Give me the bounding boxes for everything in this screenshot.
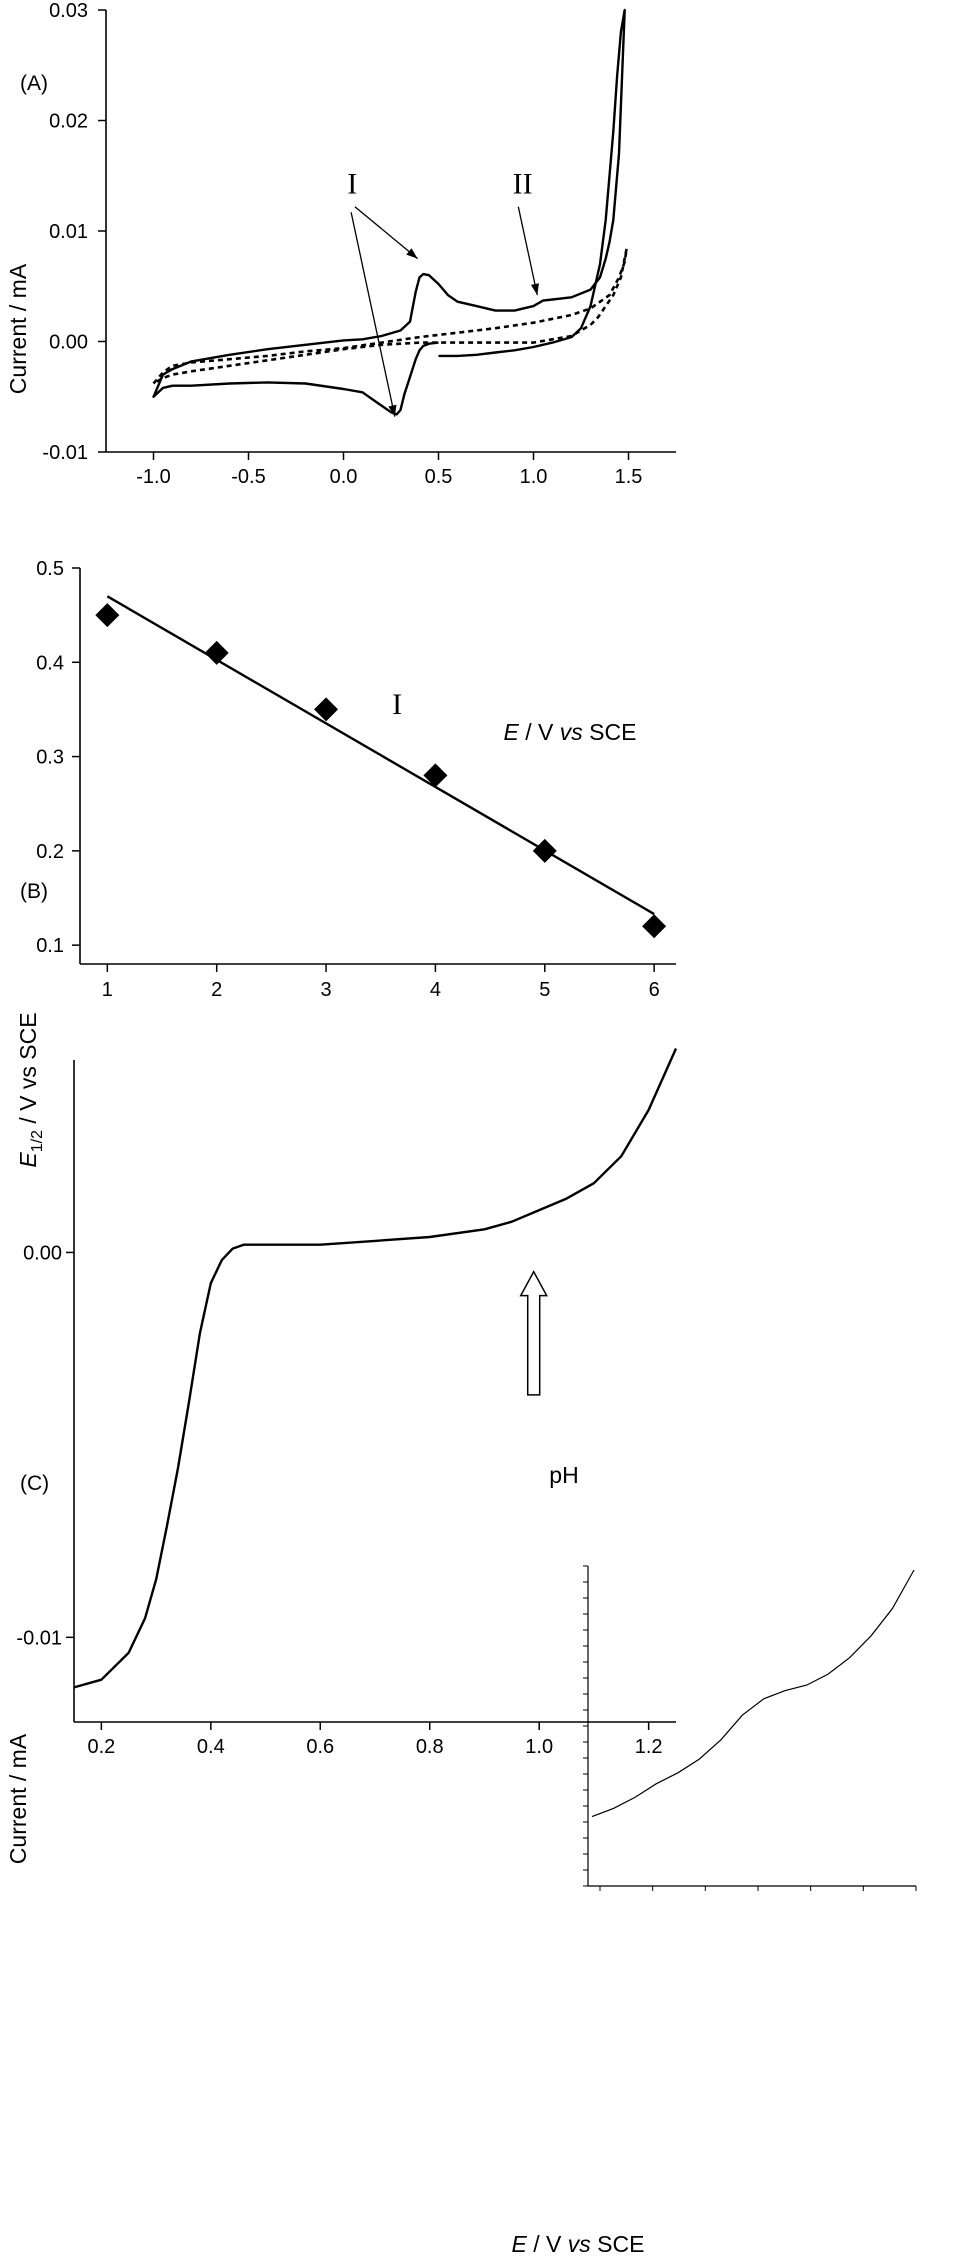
panel-c-inset <box>583 1565 917 1891</box>
x-tick-label: -1.0 <box>136 466 170 488</box>
panel-c-ylabel: Current / mA <box>5 1733 31 1864</box>
y-tick-label: 0.5 <box>36 558 64 580</box>
x-tick-label: 4 <box>430 979 441 1001</box>
panel-a: (A) -1.0 -0.5 0.0 0.5 1.0 1.5 -0.01 0.00 0.01 0.0… <box>5 0 676 745</box>
panel-a-ticks: -1.0 -0.5 0.0 0.5 1.0 1.5 -0.01 0.00 0.01 0.02 0.0… <box>42 0 642 488</box>
x-tick-label: 5 <box>539 979 550 1001</box>
y-tick-label: 0.02 <box>49 111 88 133</box>
panel-c-label: (C) <box>20 1472 49 1495</box>
data-point-diamond <box>314 697 339 722</box>
x-tick-label: 1.5 <box>615 466 643 488</box>
annotation-arrow <box>354 206 419 260</box>
x-tick-label: 0.6 <box>306 1736 334 1758</box>
annotation-arrow <box>517 206 538 296</box>
panel-b-ticks: 1 2 3 4 5 6 0.1 0.2 0.3 0.4 0.5 <box>36 558 660 1001</box>
x-tick-label: 0.4 <box>197 1736 225 1758</box>
data-point-diamond <box>95 603 120 628</box>
x-tick-label: 0.8 <box>416 1736 444 1758</box>
x-tick-label: 0.2 <box>87 1736 115 1758</box>
annotation-arrow <box>350 212 396 417</box>
y-tick-label: 0.4 <box>36 652 64 674</box>
x-tick-label: 1.2 <box>635 1736 663 1758</box>
y-tick-label: 0.01 <box>49 221 88 243</box>
hollow-up-arrow <box>519 1270 548 1396</box>
panel-b-axes <box>79 568 676 965</box>
x-tick-label: 0.0 <box>330 466 358 488</box>
panel-b: (B) 1 2 3 4 5 6 0.1 0.2 0.3 0.4 0.5 I E1/2 / V vs … <box>15 558 676 1488</box>
panel-a-annotation-ii: II <box>513 167 533 200</box>
panel-a-xlabel: E / V vs SCE <box>504 719 637 745</box>
y-tick-label: -0.01 <box>16 1627 62 1649</box>
data-point-diamond <box>204 640 229 665</box>
panel-b-xlabel: pH <box>549 1462 578 1488</box>
inset-curve <box>591 1569 915 1818</box>
data-point-diamond <box>642 914 667 939</box>
cv-curve-solid <box>152 8 626 416</box>
y-tick-label: -0.01 <box>42 442 88 464</box>
y-tick-label: 0.00 <box>49 332 88 354</box>
data-point-diamond <box>532 838 557 863</box>
x-tick-label: 1.0 <box>525 1736 553 1758</box>
panel-a-annotation-i: I <box>347 167 357 200</box>
panel-a-series <box>152 8 628 416</box>
panel-b-annotation-i: I <box>392 688 402 721</box>
x-tick-label: 6 <box>649 979 660 1001</box>
x-tick-label: 1.0 <box>520 466 548 488</box>
panel-a-ylabel: Current / mA <box>5 263 31 394</box>
panel-b-ylabel: E1/2 / V vs SCE <box>15 1012 46 1167</box>
panel-b-fit-line <box>106 595 655 916</box>
y-tick-label: 0.00 <box>23 1242 62 1264</box>
annotation-arrowhead <box>406 248 418 259</box>
y-tick-label: 0.03 <box>49 0 88 22</box>
x-tick-label: 3 <box>320 979 331 1001</box>
y-tick-label: 0.3 <box>36 747 64 769</box>
panel-a-label: (A) <box>20 72 48 95</box>
y-tick-label: 0.2 <box>36 841 64 863</box>
fit-line <box>106 595 655 916</box>
panel-a-arrows <box>350 206 539 417</box>
panel-c-hollow-arrow <box>519 1270 548 1396</box>
x-tick-label: 2 <box>211 979 222 1001</box>
panel-c-ticks: 0.2 0.4 0.6 0.8 1.0 1.2 0.00 -0.01 <box>16 1242 662 1758</box>
lsv-curve <box>73 1048 678 1689</box>
x-tick-label: 0.5 <box>425 466 453 488</box>
annotation-arrowhead <box>530 283 539 296</box>
panel-b-points <box>95 603 667 939</box>
panel-c-series <box>73 1048 678 1689</box>
y-tick-label: 0.1 <box>36 935 64 957</box>
panel-c-xlabel: E / V vs SCE <box>512 2231 645 2257</box>
cv-curve-dashed <box>152 247 628 385</box>
annotation-arrowhead <box>388 404 397 417</box>
x-tick-label: -0.5 <box>231 466 265 488</box>
panel-c: (C) 0.2 0.4 0.6 0.8 1.0 1.2 0.00 -0.01 Current … <box>5 1048 917 2257</box>
panel-b-label: (B) <box>20 880 48 903</box>
data-point-diamond <box>423 763 448 788</box>
x-tick-label: 1 <box>102 979 113 1001</box>
panel-c-axes <box>73 1060 676 1723</box>
